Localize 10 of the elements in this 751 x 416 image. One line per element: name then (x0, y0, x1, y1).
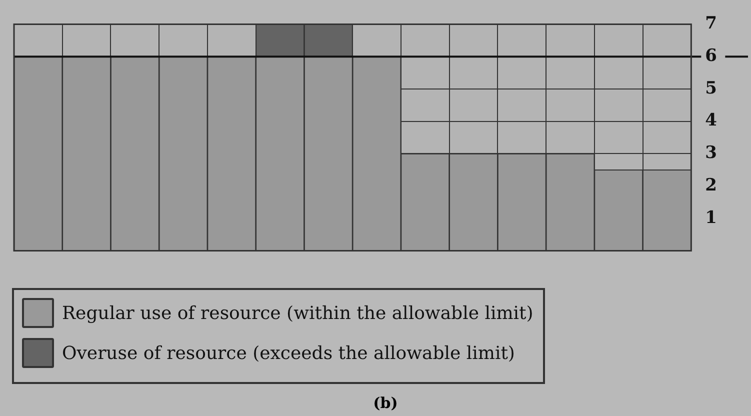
y-tick-label: 3 (705, 143, 718, 164)
y-tick-label: 7 (705, 14, 718, 34)
y-tick-label: 6 (705, 46, 718, 66)
y-tick-label: 5 (705, 78, 718, 98)
y-tick-label: 1 (705, 208, 718, 228)
legend-label: Overuse of resource (exceeds the allowable limit) (62, 342, 515, 364)
y-tick-label: 4 (705, 110, 718, 131)
text: (b) (372, 394, 399, 412)
text: Regular use of resource (within the allowable limit) (62, 302, 534, 324)
y-tick-label: 2 (705, 175, 718, 196)
